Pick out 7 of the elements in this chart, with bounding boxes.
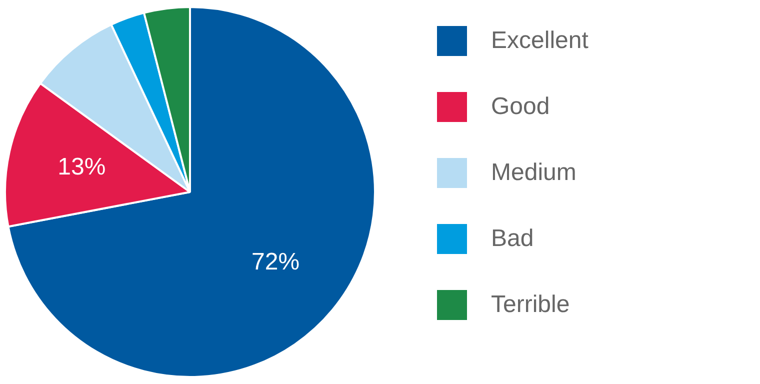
legend-label: Bad — [491, 225, 534, 253]
legend-label: Excellent — [491, 27, 588, 55]
data-label: 13% — [58, 153, 106, 180]
legend-label: Terrible — [491, 291, 570, 319]
data-label: 72% — [252, 248, 300, 276]
legend-label: Medium — [491, 159, 576, 187]
legend-label: Good — [491, 93, 550, 121]
